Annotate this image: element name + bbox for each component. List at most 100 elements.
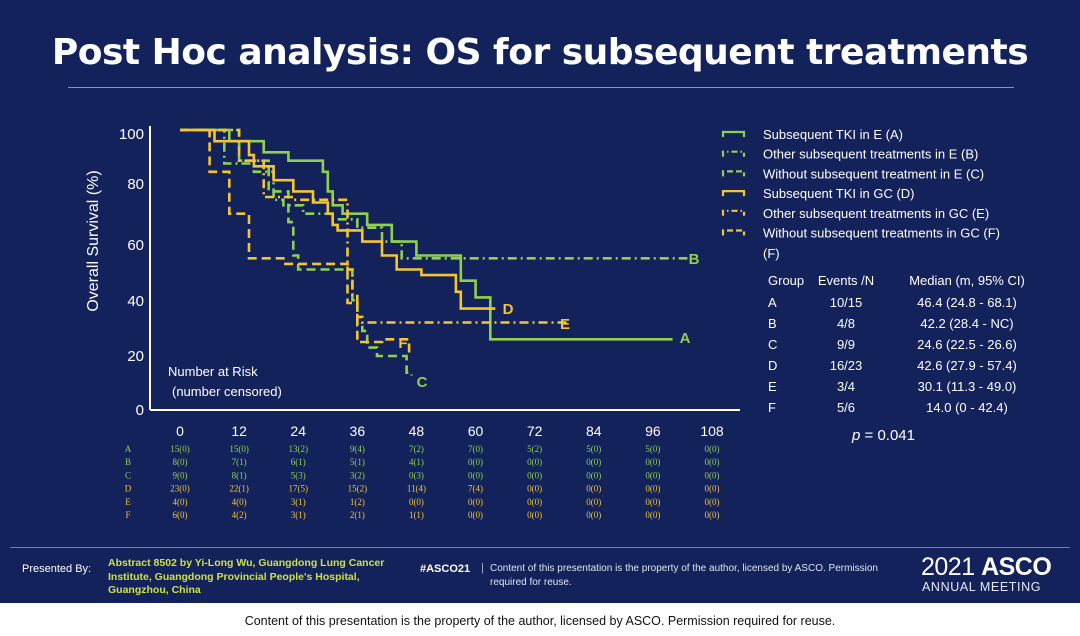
risk-cell-C-60: 0(0) — [468, 470, 483, 480]
risk-cell-C-48: 0(3) — [409, 470, 424, 480]
x-tick-label-36: 36 — [350, 423, 366, 439]
table-cell-F-0: F — [768, 400, 776, 415]
y-tick-label-60: 60 — [127, 237, 144, 254]
risk-cell-A-96: 5(0) — [645, 444, 660, 454]
risk-cell-F-48: 1(1) — [409, 510, 424, 520]
summary-table: Group Events /N Median (m, 95% CI) A 10/15 46… — [768, 273, 1025, 444]
legend-swatch-B — [721, 150, 746, 157]
risk-cell-E-84: 0(0) — [586, 497, 601, 507]
y-tick-label-20: 20 — [127, 348, 144, 365]
bottom-note: Content of this presentation is the prop… — [244, 614, 836, 628]
footer-divider — [10, 547, 1070, 548]
risk-cell-C-0: 9(0) — [173, 470, 188, 480]
abstract-credit: Abstract 8502 by Yi-Long Wu, Guangdong L… — [108, 557, 385, 596]
risk-title: Number at Risk — [168, 364, 258, 379]
table-header-0: Group — [768, 273, 804, 288]
risk-cell-B-108: 0(0) — [705, 457, 720, 467]
title-divider — [68, 87, 1014, 88]
risk-cell-B-96: 0(0) — [645, 457, 660, 467]
x-tick-label-72: 72 — [527, 423, 543, 439]
y-tick-label-80: 80 — [127, 176, 144, 193]
legend-swatch-C — [721, 170, 746, 177]
table-cell-A-2: 46.4 (24.8 - 68.1) — [917, 295, 1017, 310]
risk-cell-E-48: 0(0) — [409, 497, 424, 507]
risk-cell-A-60: 7(0) — [468, 444, 483, 454]
km-curve-A — [180, 128, 673, 341]
curve-end-label-E: E — [560, 316, 570, 333]
table-cell-A-1: 10/15 — [830, 295, 863, 310]
table-cell-D-0: D — [768, 358, 777, 373]
risk-cell-E-60: 0(0) — [468, 497, 483, 507]
slide-title: Post Hoc analysis: OS for subsequent tre… — [51, 32, 1029, 73]
risk-cell-A-48: 7(2) — [409, 444, 424, 454]
risk-row-label-F: F — [125, 510, 130, 520]
risk-cell-F-12: 4(2) — [232, 510, 247, 520]
risk-cell-F-24: 3(1) — [291, 510, 306, 520]
p-symbol: p — [851, 427, 860, 444]
km-curve-B — [180, 128, 688, 260]
risk-cell-A-72: 5(2) — [527, 444, 542, 454]
table-cell-D-1: 16/23 — [830, 358, 863, 373]
y-tick-label-0: 0 — [136, 402, 144, 419]
risk-cell-A-84: 5(0) — [586, 444, 601, 454]
legend-label-continued: (F) — [763, 246, 780, 261]
risk-row-label-C: C — [125, 470, 131, 480]
risk-cell-E-0: 4(0) — [173, 497, 188, 507]
risk-cell-F-0: 6(0) — [173, 510, 188, 520]
km-curve-C — [180, 128, 413, 376]
risk-cell-E-72: 0(0) — [527, 497, 542, 507]
presented-by-label: Presented By: — [22, 563, 92, 575]
risk-cell-B-84: 0(0) — [586, 457, 601, 467]
risk-cell-B-72: 0(0) — [527, 457, 542, 467]
risk-cell-C-96: 0(0) — [645, 470, 660, 480]
risk-cell-E-12: 4(0) — [232, 497, 247, 507]
risk-cell-F-84: 0(0) — [586, 510, 601, 520]
hashtag: #ASCO21 — [420, 563, 471, 575]
risk-cell-D-72: 0(0) — [527, 484, 542, 494]
legend-swatch-F — [721, 229, 746, 236]
risk-cell-D-60: 7(4) — [468, 484, 483, 494]
risk-row-label-A: A — [125, 444, 132, 454]
x-tick-label-108: 108 — [700, 423, 724, 439]
table-cell-D-2: 42.6 (27.9 - 57.4) — [917, 358, 1017, 373]
curve-end-label-A: A — [680, 330, 691, 347]
y-axis-title: Overall Survival (%) — [85, 170, 102, 311]
legend-label-F: Without subsequent treatments in GC (F) — [763, 226, 1000, 241]
risk-cell-C-24: 5(3) — [291, 470, 306, 480]
legend-swatch-D — [721, 190, 746, 197]
x-tick-label-12: 12 — [231, 423, 247, 439]
risk-cell-E-108: 0(0) — [705, 497, 720, 507]
x-tick-label-60: 60 — [468, 423, 484, 439]
p-value: p = 0.041 — [851, 427, 915, 444]
legend-label-B: Other subsequent treatments in E (B) — [763, 147, 978, 162]
asco-logo: 2021 ASCO — [921, 553, 1052, 582]
risk-cell-A-36: 9(4) — [350, 444, 365, 454]
risk-cell-F-108: 0(0) — [705, 510, 720, 520]
risk-cell-E-96: 0(0) — [645, 497, 660, 507]
risk-cell-C-72: 0(0) — [527, 470, 542, 480]
table-cell-B-0: B — [768, 316, 777, 331]
legend: Subsequent TKI in E (A) Other subsequent … — [721, 127, 1000, 261]
x-tick-label-0: 0 — [176, 423, 184, 439]
table-cell-C-0: C — [768, 337, 777, 352]
risk-table: A 15(0) 15(0) 13(2) 9(4) 7(2) 7(0) 5(2) 5(0) 5(0)… — [125, 444, 720, 520]
risk-cell-C-108: 0(0) — [705, 470, 720, 480]
risk-row-label-B: B — [125, 457, 131, 467]
x-tick-label-24: 24 — [290, 423, 306, 439]
risk-cell-B-36: 5(1) — [350, 457, 365, 467]
km-chart: 0 20 40 60 80 100 Overall Survival (%) 0 12 24 36 4… — [85, 126, 1025, 520]
table-cell-B-2: 42.2 (28.4 - NC) — [920, 316, 1013, 331]
risk-cell-F-36: 2(1) — [350, 510, 365, 520]
table-header-2: Median (m, 95% CI) — [909, 273, 1025, 288]
p-number: = 0.041 — [860, 427, 915, 444]
risk-cell-F-60: 0(0) — [468, 510, 483, 520]
table-cell-C-1: 9/9 — [837, 337, 855, 352]
km-curve-F — [180, 128, 411, 354]
curve-end-label-B: B — [689, 251, 700, 268]
risk-cell-B-60: 0(0) — [468, 457, 483, 467]
risk-subtitle: (number censored) — [172, 384, 282, 399]
risk-cell-D-96: 0(0) — [645, 484, 660, 494]
risk-cell-E-24: 3(1) — [291, 497, 306, 507]
legend-label-D: Subsequent TKI in GC (D) — [763, 186, 915, 201]
risk-cell-B-0: 8(0) — [173, 457, 188, 467]
